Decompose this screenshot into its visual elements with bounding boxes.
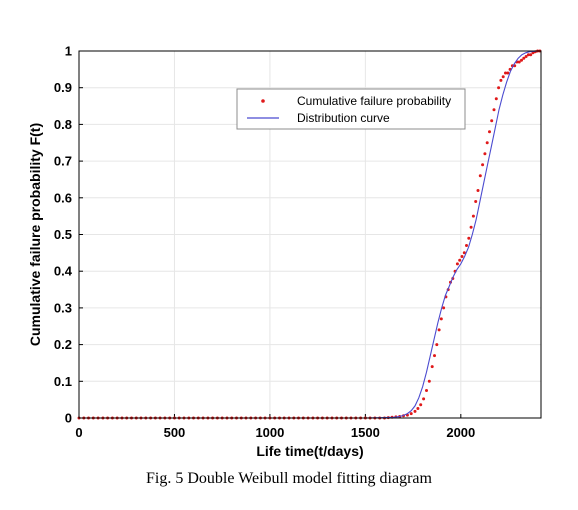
data-point <box>522 56 526 60</box>
data-point <box>439 317 443 321</box>
data-point <box>526 53 530 57</box>
legend-entry-label: Distribution curve <box>297 111 390 125</box>
data-point <box>524 55 528 58</box>
y-tick-label: 0.7 <box>54 154 72 169</box>
data-point <box>492 108 496 112</box>
data-point <box>531 51 535 55</box>
data-point <box>497 86 501 90</box>
x-axis-label: Life time(t/days) <box>256 443 363 459</box>
data-point <box>427 379 431 383</box>
data-point <box>413 409 417 413</box>
data-point <box>437 328 441 332</box>
data-point <box>520 58 523 62</box>
y-tick-label: 0.8 <box>54 117 72 132</box>
data-point <box>504 71 507 75</box>
legend-entry-label: Cumulative failure probability <box>297 94 451 108</box>
data-point <box>435 343 439 347</box>
data-point <box>469 225 473 229</box>
chart: 0 500 1000 1500 2000 0 0.1 0.2 0.3 0.4 0.5 0.6 0.7 0.… <box>27 43 542 459</box>
x-tick-label: 0 <box>75 425 82 440</box>
data-point <box>465 244 468 247</box>
data-point <box>501 75 505 79</box>
data-point <box>488 130 491 134</box>
data-point <box>494 97 498 101</box>
data-point <box>490 119 494 123</box>
data-point <box>476 189 480 192</box>
data-point <box>529 53 533 57</box>
data-point <box>483 152 487 156</box>
legend: Cumulative failure probability Distributi… <box>236 88 466 130</box>
data-point <box>422 397 426 401</box>
data-point <box>460 255 464 258</box>
y-tick-label: 0.4 <box>54 264 73 279</box>
figure-caption: Fig. 5 Double Weibull model fitting diag… <box>146 470 432 487</box>
data-point <box>462 251 466 255</box>
data-point <box>458 258 462 262</box>
data-point <box>471 214 475 218</box>
data-point <box>478 174 482 178</box>
legend-dot-swatch <box>261 99 265 103</box>
data-point <box>485 141 489 145</box>
plot-frame <box>78 50 542 419</box>
y-tick-label: 0.6 <box>54 190 72 205</box>
data-point <box>499 78 503 82</box>
y-tick-label: 0.3 <box>54 300 72 315</box>
data-point <box>425 389 428 392</box>
axis-ticks: 0 500 1000 1500 2000 0 0.1 0.2 0.3 0.4 0.5 0.6 0.7 0.… <box>54 44 475 441</box>
y-tick-label: 1 <box>65 44 72 59</box>
y-tick-label: 0.5 <box>54 227 72 242</box>
x-tick-label: 500 <box>164 425 186 440</box>
data-point <box>416 407 420 410</box>
data-point <box>481 163 485 167</box>
data-point <box>474 200 478 203</box>
legend-box <box>236 88 466 130</box>
data-point <box>430 365 434 369</box>
data-point <box>506 71 510 75</box>
y-axis-label: Cumulative failure probability F(t) <box>27 123 43 346</box>
x-tick-label: 1500 <box>351 425 380 440</box>
data-point <box>517 60 521 64</box>
y-tick-label: 0 <box>65 411 72 426</box>
data-point <box>467 236 471 240</box>
x-tick-label: 1000 <box>255 425 284 440</box>
y-tick-label: 0.1 <box>54 374 72 389</box>
data-point <box>409 412 413 416</box>
y-tick-label: 0.9 <box>54 80 72 95</box>
y-tick-label: 0.2 <box>54 337 72 352</box>
data-point <box>455 262 459 266</box>
data-point <box>419 403 423 407</box>
x-tick-label: 2000 <box>446 425 475 440</box>
data-point <box>433 354 436 358</box>
data-point <box>442 306 446 310</box>
